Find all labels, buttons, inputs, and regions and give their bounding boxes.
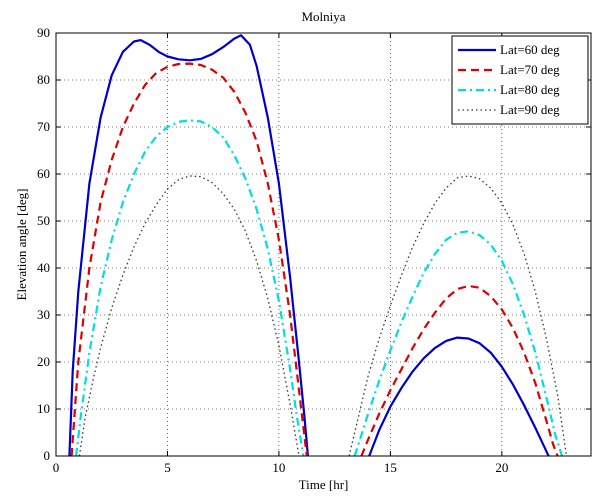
y-tick-label: 20	[37, 354, 50, 369]
x-tick-label: 0	[53, 460, 60, 475]
y-tick-label: 60	[37, 166, 50, 181]
y-tick-label: 80	[37, 72, 50, 87]
y-tick-label: 70	[37, 119, 50, 134]
series-line-3-segment-2	[353, 230, 564, 457]
legend-label: Lat=90 deg	[500, 102, 560, 117]
axis-ticks: 0 5 10 15 20 0 10 20 30 40 50 60 70 80 90	[37, 25, 591, 475]
x-tick-label: 10	[272, 460, 285, 475]
y-tick-label: 30	[37, 307, 50, 322]
x-tick-label: 15	[384, 460, 397, 475]
plot-area-frame	[55, 32, 592, 457]
y-axis-title: Elevation angle [deg]	[14, 189, 29, 301]
y-tick-label: 90	[37, 25, 50, 40]
legend-label: Lat=70 deg	[500, 62, 560, 77]
y-tick-label: 50	[37, 213, 50, 228]
x-tick-label: 5	[164, 460, 171, 475]
y-tick-label: 0	[44, 448, 51, 463]
grid-lines	[56, 33, 591, 456]
x-tick-label: 20	[495, 460, 508, 475]
series-line-2-segment-1	[70, 62, 308, 457]
series-line-2-segment-2	[360, 284, 559, 457]
legend-label: Lat=80 deg	[500, 82, 560, 97]
series-line-3-segment-1	[75, 119, 305, 457]
series-line-4-segment-2	[348, 175, 568, 457]
series-line-1-segment-2	[368, 336, 550, 457]
series-line-1-segment-1	[68, 34, 309, 457]
series-line-4-segment-1	[78, 175, 300, 457]
series-lines	[68, 34, 568, 457]
legend-label: Lat=60 deg	[500, 42, 560, 57]
y-tick-label: 40	[37, 260, 50, 275]
x-axis-title: Time [hr]	[299, 477, 349, 492]
chart-title: Molniya	[301, 9, 345, 24]
y-tick-label: 10	[37, 401, 50, 416]
legend: Lat=60 deg Lat=70 deg Lat=80 deg Lat=90 deg	[451, 35, 589, 125]
